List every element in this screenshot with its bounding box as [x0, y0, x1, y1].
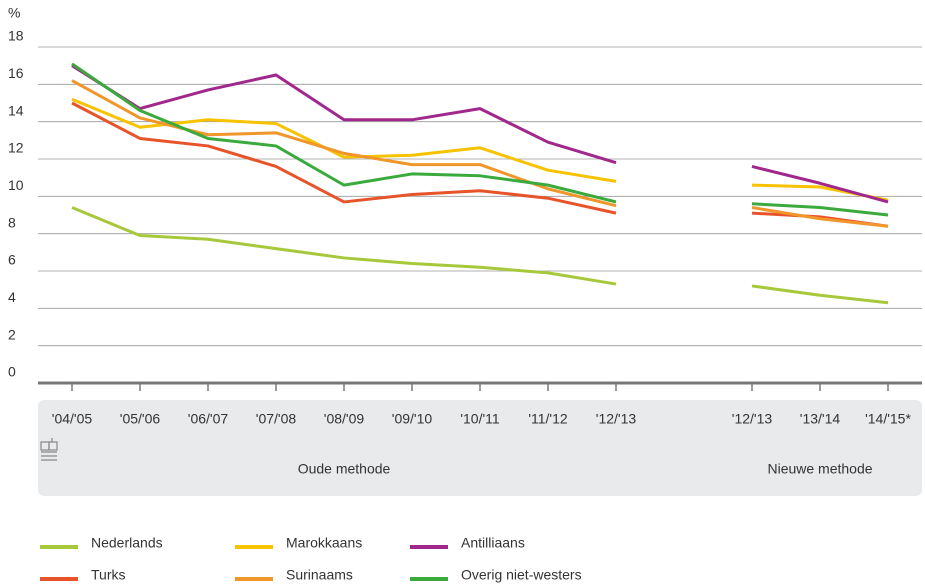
x-tick-label: '08/'09	[324, 411, 365, 427]
y-tick-label: 8	[8, 214, 16, 230]
x-tick-label: '07/'08	[256, 411, 297, 427]
x-tick-label: '06/'07	[188, 411, 229, 427]
x-tick-label: '04/'05	[52, 411, 93, 427]
y-tick-label: 6	[8, 252, 16, 268]
legend-label: Antilliaans	[461, 535, 525, 551]
x-tick-label: '14/'15*	[865, 411, 911, 427]
series-line	[71, 64, 889, 204]
x-tick-label: '05/'06	[120, 411, 161, 427]
series-line	[71, 62, 889, 217]
x-tick-label: '10/'11	[460, 411, 500, 427]
y-tick-label: 16	[8, 65, 24, 81]
y-tick-label: 2	[8, 326, 16, 342]
x-tick-label: '09/'10	[392, 411, 433, 427]
y-tick-label: 0	[8, 364, 16, 380]
category-band	[38, 400, 922, 496]
y-tick-label: 12	[8, 140, 24, 156]
y-tick-label: 10	[8, 177, 24, 193]
y-tick-label: 18	[8, 28, 24, 44]
legend-label: Turks	[91, 567, 125, 583]
annotation: Oude methode	[298, 461, 391, 477]
cbs-logo	[40, 438, 58, 461]
y-axis-label: %	[8, 5, 20, 21]
x-tick-label: '11/'12	[528, 411, 568, 427]
x-tick-label: '13/'14	[800, 411, 841, 427]
series-line	[71, 97, 889, 202]
y-tick-label: 14	[8, 102, 24, 118]
series-line	[71, 206, 889, 305]
legend-label: Overig niet-westers	[461, 567, 582, 583]
legend-label: Nederlands	[91, 535, 163, 551]
x-tick-label: '12/'13	[732, 411, 773, 427]
x-tick-label: '12/'13	[596, 411, 637, 427]
annotation: Nieuwe methode	[767, 461, 872, 477]
legend-label: Marokkaans	[286, 535, 362, 551]
legend-label: Surinaams	[286, 567, 353, 583]
y-tick-label: 4	[8, 289, 16, 305]
